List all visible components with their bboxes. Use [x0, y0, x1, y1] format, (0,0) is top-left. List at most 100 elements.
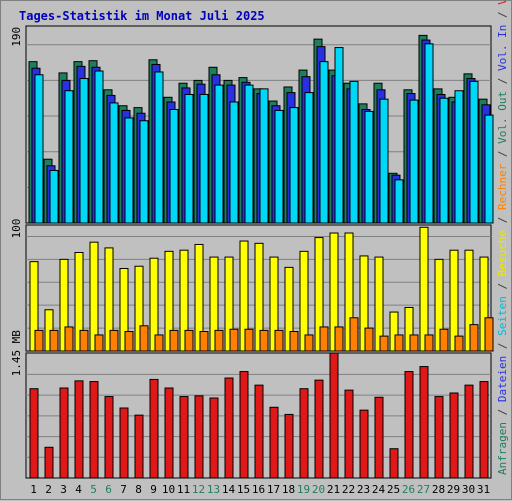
bar-pages-seiten-28	[440, 98, 448, 223]
bar-visits-rechner-31	[485, 318, 493, 351]
bar-pages-seiten-26	[410, 100, 418, 223]
legend-entry: Besuche	[496, 230, 509, 276]
legend-entry: Dateien	[496, 356, 509, 402]
bar-pages-seiten-13	[215, 85, 223, 223]
bar-volume-volumen-24	[375, 397, 383, 478]
legend-entry: /	[496, 336, 509, 356]
bar-volume-volumen-5	[90, 382, 98, 478]
bar-volume-volumen-15	[240, 372, 248, 478]
legend-entry: Vol. Out	[496, 91, 509, 144]
bar-pages-seiten-14	[230, 102, 238, 223]
bar-volume-volumen-1	[30, 389, 38, 478]
bar-volume-volumen-28	[435, 397, 443, 478]
bar-visits-rechner-23	[365, 328, 373, 351]
bar-pages-seiten-16	[260, 89, 268, 223]
bar-visits-rechner-13	[215, 330, 223, 351]
bar-visits-rechner-7	[125, 332, 133, 351]
bar-visits-rechner-25	[395, 335, 403, 351]
bar-pages-seiten-10	[170, 109, 178, 223]
bar-pages-seiten-25	[395, 180, 403, 223]
legend-entry: /	[496, 276, 509, 296]
x-tick-label: 15	[237, 483, 250, 496]
bar-pages-seiten-17	[275, 110, 283, 223]
bar-volume-volumen-25	[390, 449, 398, 478]
y-tick-label-pages: 190	[10, 27, 23, 47]
bar-pages-seiten-31	[485, 115, 493, 223]
bar-visits-rechner-6	[110, 330, 118, 351]
legend-entry: Volumen	[496, 1, 509, 5]
bar-volume-volumen-30	[465, 385, 473, 478]
x-tick-label: 28	[432, 483, 445, 496]
bar-pages-seiten-12	[200, 94, 208, 223]
bar-pages-seiten-23	[365, 111, 373, 223]
bar-visits-rechner-18	[290, 332, 298, 351]
x-tick-label: 6	[105, 483, 112, 496]
bar-volume-volumen-22	[345, 390, 353, 478]
bar-pages-seiten-2	[50, 170, 58, 223]
bar-pages-seiten-1	[35, 75, 43, 223]
y-tick-label-visits: 100	[10, 219, 23, 239]
bar-volume-volumen-17	[270, 407, 278, 478]
x-tick-label: 20	[312, 483, 325, 496]
bar-volume-volumen-19	[300, 389, 308, 478]
x-tick-label: 5	[90, 483, 97, 496]
x-tick-label: 22	[342, 483, 355, 496]
x-tick-label: 10	[162, 483, 175, 496]
bar-pages-seiten-5	[95, 71, 103, 223]
x-tick-label: 17	[267, 483, 280, 496]
legend-entry: /	[496, 210, 509, 230]
x-tick-label: 29	[447, 483, 460, 496]
bar-pages-seiten-7	[125, 118, 133, 223]
x-tick-label: 26	[402, 483, 415, 496]
bar-visits-rechner-15	[245, 329, 253, 351]
x-tick-label: 9	[150, 483, 157, 496]
bar-visits-rechner-17	[275, 330, 283, 351]
right-legend: Anfragen / Dateien / Seiten / Besuche / …	[496, 1, 509, 475]
x-tick-label: 21	[327, 483, 340, 496]
bar-volume-volumen-7	[120, 408, 128, 478]
x-tick-label: 7	[120, 483, 127, 496]
bar-volume-volumen-26	[405, 372, 413, 478]
bar-volume-volumen-29	[450, 393, 458, 478]
x-tick-label: 24	[372, 483, 386, 496]
bar-volume-volumen-16	[255, 385, 263, 478]
bar-pages-seiten-22	[350, 81, 358, 223]
x-tick-label: 11	[177, 483, 190, 496]
bar-volume-volumen-12	[195, 396, 203, 478]
bar-visits-rechner-21	[335, 327, 343, 351]
bar-pages-seiten-11	[185, 94, 193, 223]
bar-pages-seiten-19	[305, 93, 313, 223]
x-tick-label: 19	[297, 483, 310, 496]
bar-visits-besuche-27	[420, 227, 428, 351]
legend-entry: Rechner	[496, 163, 509, 210]
x-tick-label: 23	[357, 483, 370, 496]
bar-pages-seiten-27	[425, 44, 433, 223]
bar-volume-volumen-20	[315, 380, 323, 478]
bar-volume-volumen-9	[150, 379, 158, 478]
bar-volume-volumen-27	[420, 367, 428, 478]
bar-pages-seiten-6	[110, 103, 118, 223]
legend-entry: Anfragen	[496, 422, 509, 475]
x-tick-label: 31	[477, 483, 490, 496]
bar-visits-rechner-4	[80, 330, 88, 351]
bar-volume-volumen-21	[330, 353, 338, 478]
x-tick-label: 27	[417, 483, 430, 496]
x-tick-label: 4	[75, 483, 82, 496]
x-tick-label: 3	[60, 483, 67, 496]
bar-visits-rechner-3	[65, 327, 73, 351]
x-tick-label: 1	[30, 483, 37, 496]
bar-visits-rechner-12	[200, 332, 208, 351]
bar-volume-volumen-18	[285, 414, 293, 478]
bar-visits-rechner-29	[455, 336, 463, 351]
bar-volume-volumen-6	[105, 397, 113, 478]
bar-volume-volumen-11	[180, 397, 188, 478]
x-tick-label: 12	[192, 483, 205, 496]
bar-pages-seiten-24	[380, 99, 388, 223]
bar-pages-seiten-21	[335, 48, 343, 223]
bar-volume-volumen-23	[360, 410, 368, 478]
x-tick-label: 13	[207, 483, 220, 496]
bar-volume-volumen-14	[225, 378, 233, 478]
bar-visits-rechner-11	[185, 330, 193, 351]
legend-entry: /	[496, 144, 509, 164]
